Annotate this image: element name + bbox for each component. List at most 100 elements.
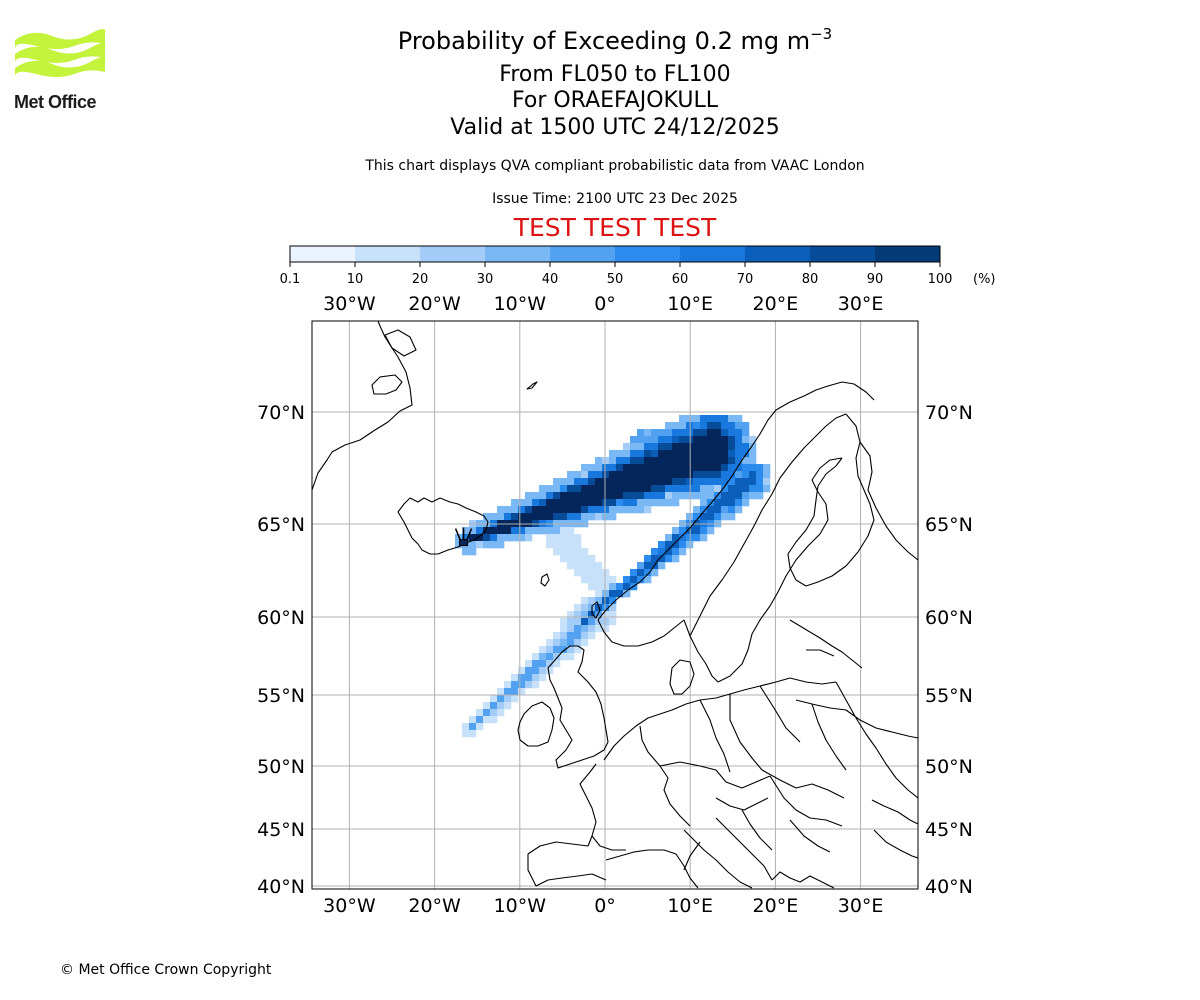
plume-cell xyxy=(574,604,582,612)
plume-cell xyxy=(504,506,512,514)
colorbar-swatch xyxy=(550,246,616,262)
plume-cell xyxy=(602,583,610,591)
plume-cell xyxy=(567,513,575,521)
plume-cell xyxy=(546,485,554,493)
plume-cell xyxy=(651,478,659,486)
plume-cell xyxy=(644,436,652,444)
plume-cell xyxy=(728,499,736,507)
plume-cell xyxy=(693,457,701,465)
plume-cell xyxy=(686,443,694,451)
plume-cell xyxy=(539,646,547,654)
plume-cell xyxy=(735,478,743,486)
plume-cell xyxy=(616,499,624,507)
plume-cell xyxy=(469,548,477,556)
shetland xyxy=(591,601,601,619)
plume-cell xyxy=(567,534,575,542)
plume-cell xyxy=(602,457,610,465)
plume-cell xyxy=(735,506,743,514)
plume-cell xyxy=(658,555,666,563)
plume-cell xyxy=(539,674,547,682)
plume-cell xyxy=(644,562,652,570)
plume-cell xyxy=(602,499,610,507)
plume-cell xyxy=(560,555,568,563)
plume-cell xyxy=(623,583,631,591)
plume-cell xyxy=(637,576,645,584)
plume-cell xyxy=(581,478,589,486)
plume-cell xyxy=(490,541,498,549)
lon-label-top: 30°W xyxy=(323,293,376,315)
issue-time: Issue Time: 2100 UTC 23 Dec 2025 xyxy=(492,191,738,207)
plume-cell xyxy=(693,422,701,430)
lat-label-right: 70°N xyxy=(925,402,973,424)
plume-cell xyxy=(679,527,687,535)
plume-cell xyxy=(721,471,729,479)
plume-cell xyxy=(532,506,540,514)
plume-cell xyxy=(525,681,533,689)
plume-cell xyxy=(595,457,603,465)
plume-cell xyxy=(686,464,694,472)
lon-label-top: 10°W xyxy=(494,293,547,315)
plume-cell xyxy=(574,569,582,577)
plume-cell xyxy=(749,478,757,486)
plume-cell xyxy=(693,478,701,486)
plume-cell xyxy=(672,471,680,479)
plume-cell xyxy=(553,632,561,640)
plume-cell xyxy=(462,527,470,535)
plume-cell xyxy=(609,485,617,493)
plume-cell xyxy=(742,471,750,479)
plume-cell xyxy=(560,534,568,542)
plume-cell xyxy=(728,429,736,437)
plume-cell xyxy=(595,625,603,633)
plume-cell xyxy=(595,485,603,493)
plume-cell xyxy=(728,457,736,465)
plume-cell xyxy=(735,422,743,430)
greenland-fjord xyxy=(371,374,403,395)
plume-cell xyxy=(553,534,561,542)
plume-cell xyxy=(644,499,652,507)
plume-cell xyxy=(644,478,652,486)
plume-cell xyxy=(609,506,617,514)
plume-cell xyxy=(672,429,680,437)
plume-cell xyxy=(609,604,617,612)
plume-cell xyxy=(560,541,568,549)
plume-cell xyxy=(721,464,729,472)
plume-cell xyxy=(707,506,715,514)
plume-cell xyxy=(581,464,589,472)
plume-cell xyxy=(651,548,659,556)
plume-cell xyxy=(651,485,659,493)
lat-label-left: 65°N xyxy=(257,514,305,536)
plume-cell xyxy=(714,443,722,451)
plume-cell xyxy=(672,492,680,500)
plume-cell xyxy=(490,702,498,710)
plume-cell xyxy=(735,471,743,479)
colorbar-ticks: 0.1 10 20 30 40 50 60 70 80 90 100 xyxy=(280,262,952,287)
plume-cell xyxy=(658,443,666,451)
plume-cell xyxy=(504,688,512,696)
plume-cell xyxy=(476,534,484,542)
plume-cell xyxy=(497,541,505,549)
plume-cell xyxy=(749,464,757,472)
plume-cell xyxy=(567,499,575,507)
plume-cell xyxy=(644,429,652,437)
plume-cell xyxy=(609,590,617,598)
plume-cell xyxy=(588,478,596,486)
greenland-fjord-2 xyxy=(384,329,417,357)
plume-cell xyxy=(630,576,638,584)
plume-cell xyxy=(602,485,610,493)
plume-cell xyxy=(588,555,596,563)
plume-cell xyxy=(497,513,505,521)
plume-cell xyxy=(574,541,582,549)
plume-cell xyxy=(644,464,652,472)
plume-cell xyxy=(707,478,715,486)
plume-cell xyxy=(637,450,645,458)
plume-cell xyxy=(623,443,631,451)
plume-cell xyxy=(672,443,680,451)
plume-cell xyxy=(686,534,694,542)
plume-cell xyxy=(644,471,652,479)
ireland-coast xyxy=(517,701,555,747)
plume-cell xyxy=(707,499,715,507)
plume-cell xyxy=(714,499,722,507)
plume-cell xyxy=(679,464,687,472)
plume-cell xyxy=(567,632,575,640)
colorbar-tick-label: 90 xyxy=(867,272,884,287)
